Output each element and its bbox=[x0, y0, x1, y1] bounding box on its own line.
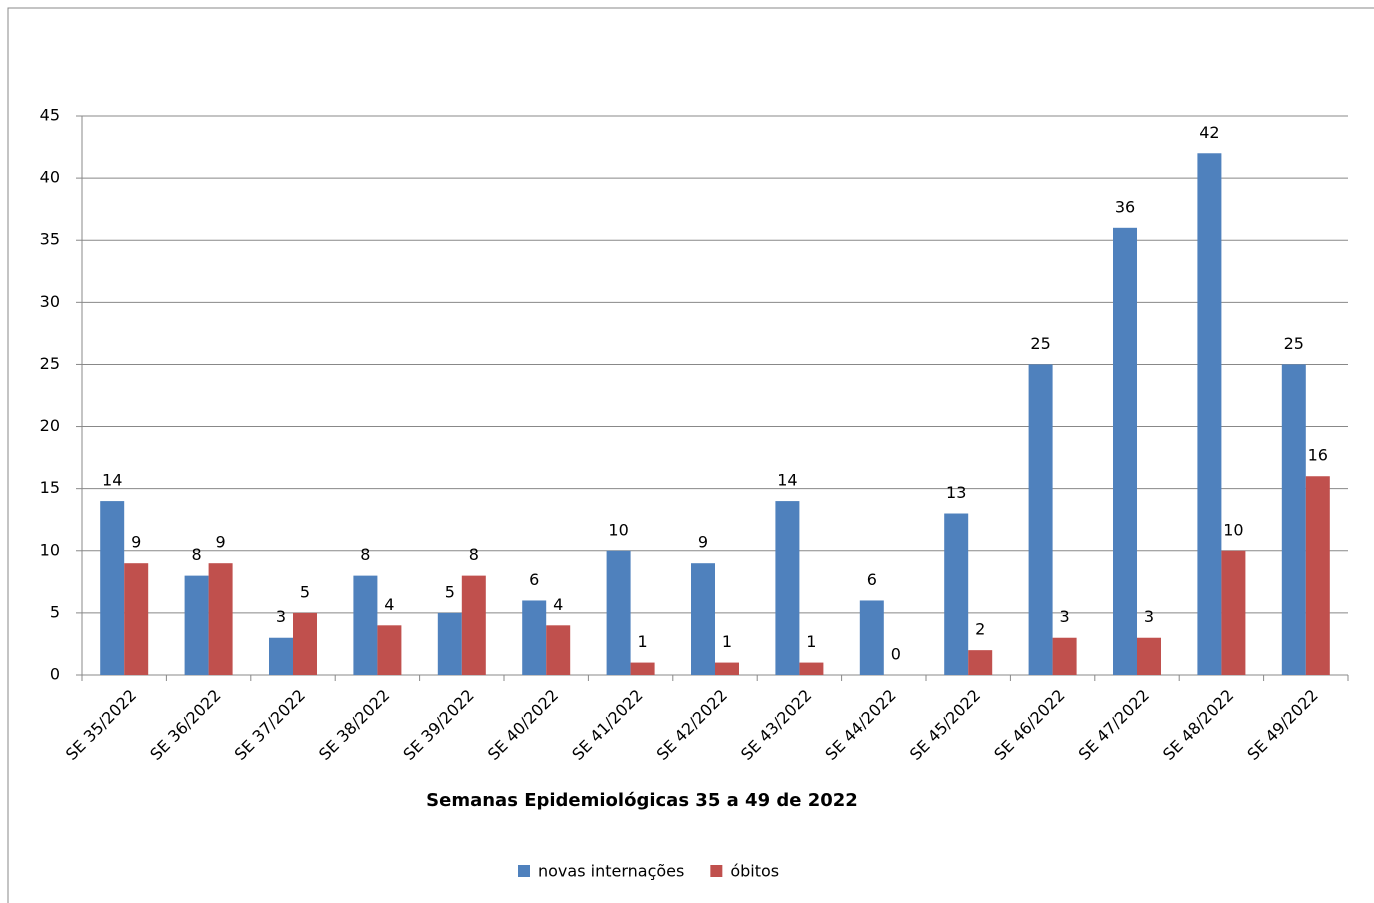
bar bbox=[968, 650, 993, 675]
bar bbox=[100, 501, 125, 675]
data-label: 3 bbox=[1060, 607, 1070, 626]
x-tick-label: SE 35/2022 bbox=[62, 686, 140, 764]
x-tick-label: SE 42/2022 bbox=[653, 686, 731, 764]
bar bbox=[775, 501, 800, 675]
data-label: 2 bbox=[975, 620, 985, 639]
chart-frame bbox=[7, 7, 1374, 903]
bar bbox=[1137, 637, 1161, 675]
data-label: 14 bbox=[777, 471, 797, 490]
x-tick-label: SE 41/2022 bbox=[568, 686, 646, 764]
data-label: 3 bbox=[276, 607, 286, 626]
bar bbox=[799, 662, 824, 675]
bar bbox=[944, 513, 969, 675]
bar bbox=[461, 575, 486, 675]
y-tick-label: 0 bbox=[50, 665, 60, 684]
bar bbox=[1052, 637, 1077, 675]
y-tick-label: 45 bbox=[40, 106, 60, 125]
data-label: 3 bbox=[1144, 607, 1154, 626]
x-tick-label: SE 37/2022 bbox=[231, 686, 309, 764]
bar bbox=[1197, 153, 1222, 675]
data-label: 0 bbox=[891, 645, 901, 664]
y-tick-label: 40 bbox=[40, 168, 60, 187]
x-tick-label: SE 47/2022 bbox=[1075, 686, 1153, 764]
data-label: 42 bbox=[1199, 123, 1219, 142]
bar bbox=[1028, 364, 1053, 675]
data-label: 1 bbox=[722, 632, 732, 651]
bar bbox=[353, 575, 378, 675]
data-label: 1 bbox=[638, 632, 648, 651]
y-tick-label: 10 bbox=[40, 540, 60, 559]
data-label: 25 bbox=[1030, 334, 1050, 353]
x-tick-label: SE 44/2022 bbox=[821, 686, 899, 764]
x-tick-label: SE 45/2022 bbox=[906, 686, 984, 764]
data-label: 1 bbox=[806, 632, 816, 651]
x-tick-label: SE 46/2022 bbox=[990, 686, 1068, 764]
data-label: 4 bbox=[384, 595, 394, 614]
data-label: 25 bbox=[1284, 334, 1304, 353]
data-label: 16 bbox=[1308, 446, 1328, 465]
data-label: 9 bbox=[216, 533, 226, 552]
y-tick-label: 30 bbox=[40, 292, 60, 311]
y-tick-label: 5 bbox=[50, 602, 60, 621]
legend-label: novas internações bbox=[538, 862, 684, 881]
bar bbox=[522, 600, 547, 675]
bar bbox=[1221, 550, 1246, 675]
x-tick-label: SE 36/2022 bbox=[146, 686, 224, 764]
bar bbox=[606, 550, 631, 675]
data-label: 5 bbox=[445, 582, 455, 601]
bar bbox=[269, 637, 293, 675]
legend-swatch bbox=[518, 865, 530, 877]
data-label: 8 bbox=[192, 545, 202, 564]
y-tick-label: 25 bbox=[40, 354, 60, 373]
bar bbox=[437, 612, 462, 675]
x-tick-label: SE 40/2022 bbox=[484, 686, 562, 764]
data-label: 14 bbox=[102, 471, 122, 490]
bar bbox=[1281, 364, 1306, 675]
x-tick-label: SE 49/2022 bbox=[1243, 686, 1321, 764]
bar bbox=[124, 563, 149, 675]
legend-label: óbitos bbox=[730, 862, 779, 881]
y-tick-label: 15 bbox=[40, 478, 60, 497]
x-tick-label: SE 43/2022 bbox=[737, 686, 815, 764]
x-tick-label: SE 48/2022 bbox=[1159, 686, 1237, 764]
data-label: 10 bbox=[608, 520, 628, 539]
data-label: 8 bbox=[360, 545, 370, 564]
data-label: 9 bbox=[131, 533, 141, 552]
x-axis-title: Semanas Epidemiológicas 35 a 49 de 2022 bbox=[426, 790, 858, 811]
x-tick-label: SE 39/2022 bbox=[399, 686, 477, 764]
bar bbox=[293, 612, 317, 675]
y-tick-label: 20 bbox=[40, 416, 60, 435]
bar bbox=[1113, 227, 1137, 676]
bar bbox=[546, 625, 571, 675]
bar bbox=[715, 662, 739, 675]
bar bbox=[208, 563, 233, 675]
data-label: 5 bbox=[300, 582, 310, 601]
bar bbox=[859, 600, 884, 675]
data-label: 4 bbox=[553, 595, 563, 614]
data-label: 36 bbox=[1115, 197, 1135, 216]
data-label: 8 bbox=[469, 545, 479, 564]
data-label: 9 bbox=[698, 533, 708, 552]
bar bbox=[184, 575, 209, 675]
data-label: 6 bbox=[867, 570, 877, 589]
bar bbox=[1305, 476, 1330, 675]
bar bbox=[630, 662, 655, 675]
legend-swatch bbox=[710, 865, 723, 877]
x-tick-label: SE 38/2022 bbox=[315, 686, 393, 764]
bar bbox=[691, 563, 715, 675]
data-label: 13 bbox=[946, 483, 966, 502]
bar bbox=[377, 625, 402, 675]
y-tick-label: 35 bbox=[40, 230, 60, 249]
data-label: 6 bbox=[529, 570, 539, 589]
data-label: 10 bbox=[1223, 520, 1243, 539]
